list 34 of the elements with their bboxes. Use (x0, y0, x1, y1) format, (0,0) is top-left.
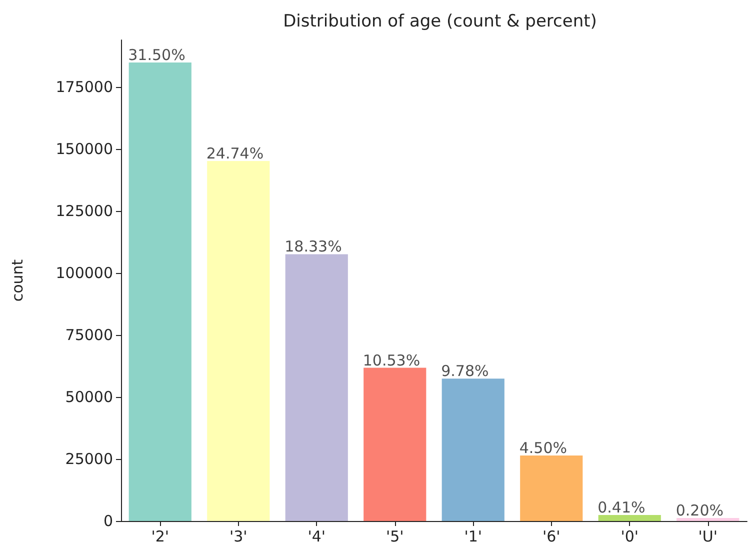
bar (676, 518, 740, 521)
x-tick-label: '3' (229, 528, 248, 546)
bar (442, 378, 504, 521)
x-tick-label: '1' (464, 528, 482, 546)
annotation: 18.33% (284, 238, 342, 256)
y-tick-label: 75000 (65, 326, 113, 344)
bar (285, 254, 348, 521)
bar (598, 515, 661, 521)
bar (520, 456, 583, 521)
x-tick-label: '0' (620, 528, 639, 546)
y-tick-label: 175000 (56, 78, 113, 96)
x-tick-label: '4' (308, 528, 326, 546)
annotation: 4.50% (519, 439, 568, 458)
bar (364, 368, 426, 521)
annotation: 31.50% (128, 46, 186, 64)
bar (128, 62, 192, 521)
y-tick-label: 50000 (65, 388, 113, 406)
annotation: 0.20% (676, 502, 724, 520)
annotation: 0.41% (598, 498, 646, 517)
bar (207, 160, 270, 521)
y-tick-label: 25000 (65, 450, 113, 468)
x-tick-label: 'U' (698, 528, 718, 546)
y-axis-title: count (8, 259, 26, 302)
y-tick-label: 0 (103, 512, 113, 530)
x-tick-label: '5' (386, 528, 404, 546)
annotation: 24.74% (206, 144, 264, 162)
x-tick-label: '2' (151, 528, 170, 546)
y-tick-label: 100000 (56, 264, 113, 282)
annotation: 10.53% (362, 351, 420, 370)
y-tick-label: 125000 (56, 202, 113, 220)
annotation: 9.78% (441, 362, 489, 380)
x-tick-label: '6' (542, 528, 560, 546)
chart-title: Distribution of age (count & percent) (283, 12, 597, 32)
y-tick-label: 150000 (56, 140, 113, 158)
